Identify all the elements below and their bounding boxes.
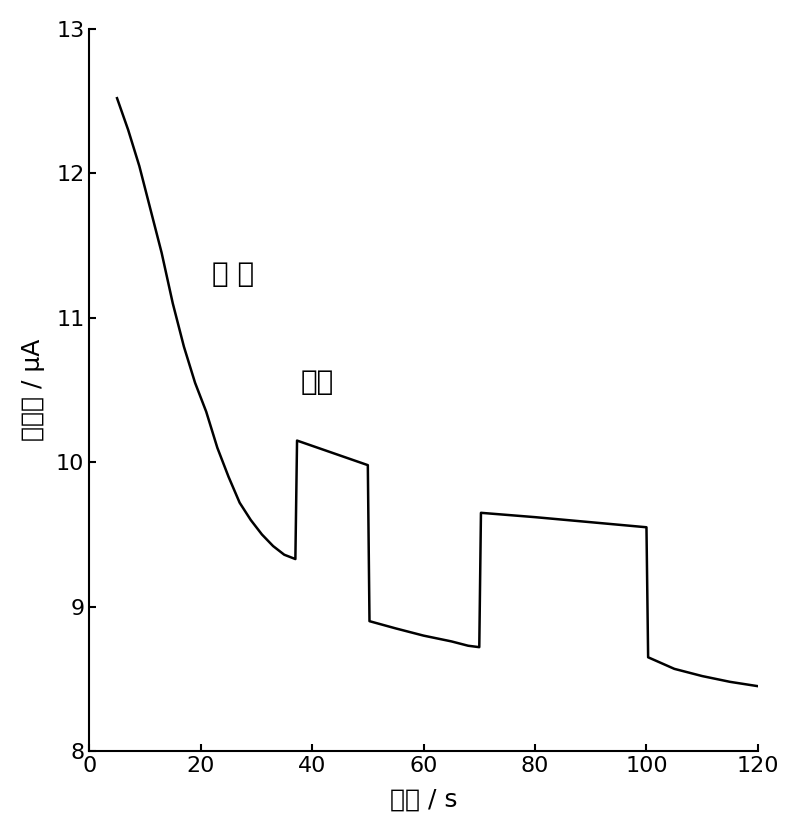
Y-axis label: 光电流 / μA: 光电流 / μA — [21, 339, 45, 441]
X-axis label: 时间 / s: 时间 / s — [390, 787, 458, 811]
Text: 光照: 光照 — [301, 368, 334, 396]
Text: 避 光: 避 光 — [212, 260, 254, 288]
